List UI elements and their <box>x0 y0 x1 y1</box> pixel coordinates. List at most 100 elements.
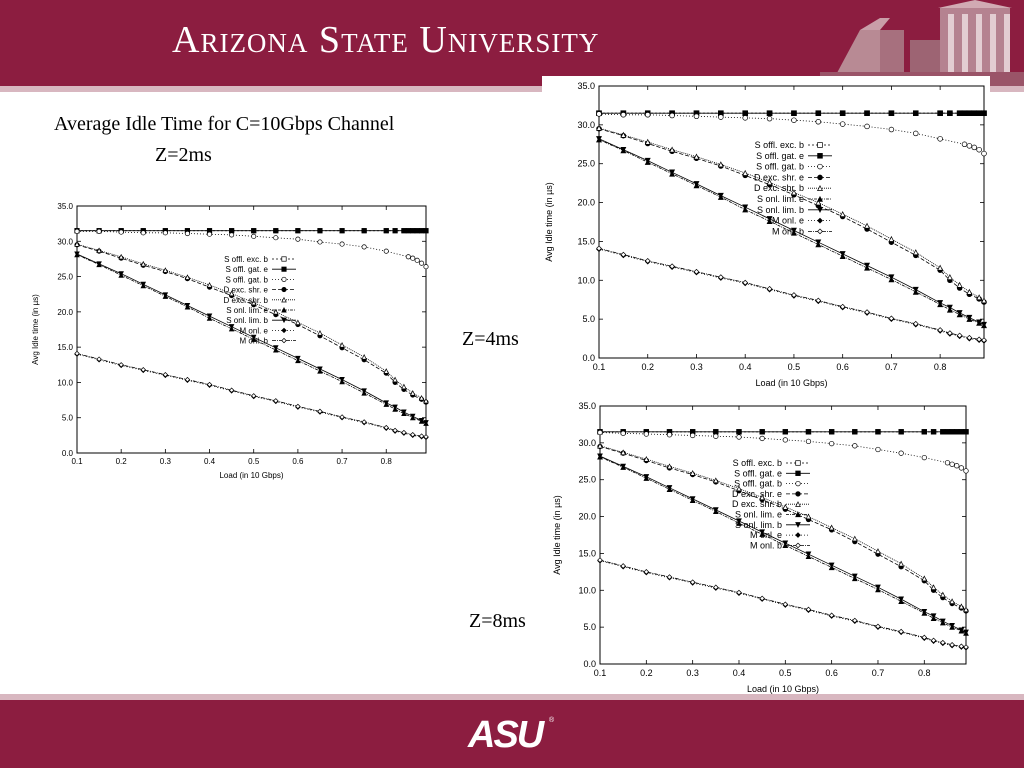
y-axis-label: Avg Idle time (in µs) <box>544 182 554 262</box>
series-line <box>599 456 967 634</box>
data-point <box>921 634 928 641</box>
data-point <box>317 408 323 415</box>
data-point <box>229 232 235 238</box>
data-point <box>852 617 858 624</box>
y-tick-label: 30.0 <box>578 438 596 448</box>
data-point <box>596 111 602 117</box>
data-point <box>140 260 147 267</box>
data-point <box>423 397 429 404</box>
data-point <box>930 584 937 590</box>
series-line <box>598 139 985 326</box>
x-tick-label: 0.2 <box>116 457 128 466</box>
data-point <box>828 440 835 447</box>
legend-marker <box>817 174 823 181</box>
series-line <box>598 127 985 301</box>
x-tick-label: 0.2 <box>641 362 654 372</box>
data-point <box>971 110 978 116</box>
data-point <box>184 302 191 309</box>
data-point <box>937 264 944 271</box>
data-point <box>295 355 301 362</box>
data-point <box>976 336 983 343</box>
data-point <box>693 268 700 275</box>
series-line <box>76 254 427 424</box>
data-point <box>96 228 102 234</box>
y-tick-label: 30.0 <box>577 120 595 130</box>
data-point <box>976 319 983 326</box>
data-point <box>669 169 676 176</box>
legend-marker <box>795 480 801 487</box>
footer-divider <box>0 694 1024 700</box>
data-point <box>828 612 835 619</box>
data-point <box>981 297 987 304</box>
x-tick-label: 0.8 <box>918 668 931 678</box>
data-point <box>317 228 323 234</box>
data-point <box>805 438 812 445</box>
data-point <box>958 627 965 634</box>
series-m-onl-b <box>74 350 429 440</box>
data-point <box>742 110 748 116</box>
data-point <box>782 437 788 443</box>
data-point <box>295 403 301 410</box>
data-point <box>251 233 257 239</box>
legend-marker <box>281 276 287 282</box>
y-tick-label: 0.0 <box>583 659 596 669</box>
data-point <box>805 551 812 558</box>
x-tick-label: 0.5 <box>788 362 801 372</box>
y-tick-label: 0.0 <box>582 353 595 363</box>
data-point <box>273 228 279 234</box>
data-point <box>888 110 895 116</box>
data-point <box>949 429 955 435</box>
data-point <box>966 288 973 295</box>
data-point <box>295 228 301 234</box>
data-point <box>273 345 279 351</box>
data-point <box>669 263 675 270</box>
series-s-onl-lim-b <box>596 136 987 328</box>
data-point <box>295 319 301 325</box>
data-point <box>805 513 812 520</box>
x-tick-label: 0.6 <box>292 457 304 466</box>
series-s-offl-gat-b <box>596 111 987 157</box>
legend-marker <box>817 217 823 224</box>
legend-marker <box>795 470 801 476</box>
data-point <box>423 434 429 440</box>
asu-logo: ASU <box>468 714 544 756</box>
data-point <box>250 299 257 306</box>
legend-label: M onl. b <box>240 337 269 346</box>
data-point <box>597 429 603 436</box>
data-point <box>782 601 789 608</box>
legend-marker <box>817 185 823 191</box>
data-point <box>423 264 429 270</box>
data-point <box>939 591 946 598</box>
data-point <box>401 409 407 416</box>
data-point <box>944 429 951 435</box>
data-point <box>361 388 367 394</box>
data-point <box>717 274 724 281</box>
data-point <box>597 453 603 460</box>
data-point <box>966 143 973 149</box>
data-point <box>273 308 279 315</box>
data-point <box>963 606 969 613</box>
data-point <box>742 279 749 286</box>
legend-label: S offl. gat. e <box>225 265 268 274</box>
data-point <box>790 189 797 196</box>
plot-frame <box>599 405 967 665</box>
y-tick-label: 0.0 <box>62 449 74 458</box>
data-point <box>958 603 965 610</box>
data-point <box>418 417 425 424</box>
data-point <box>976 110 982 116</box>
data-point <box>596 124 602 131</box>
data-point <box>898 429 904 435</box>
legend-label: M onl. e <box>772 216 804 226</box>
legend-marker <box>281 337 287 344</box>
data-point <box>620 251 627 258</box>
data-point <box>184 376 191 383</box>
data-point <box>815 118 822 125</box>
data-point <box>966 314 973 321</box>
data-point <box>805 606 812 613</box>
x-tick-label: 0.7 <box>885 362 898 372</box>
x-axis-label: Load (in 10 Gbps) <box>219 471 283 480</box>
legend-label: S offl. gat. b <box>225 275 268 284</box>
data-point <box>317 330 323 336</box>
legend-marker <box>281 296 287 303</box>
data-point <box>693 181 700 188</box>
